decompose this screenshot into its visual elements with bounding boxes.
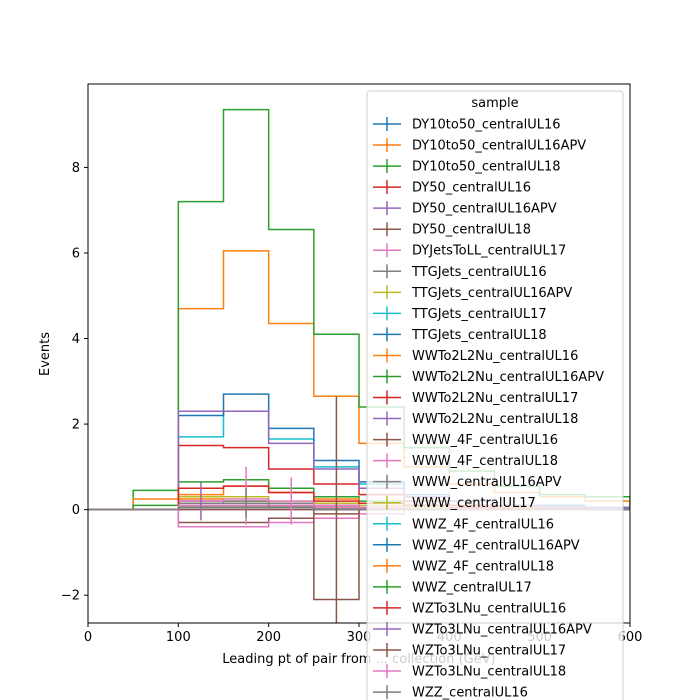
y-tick-label: 6 xyxy=(72,246,80,261)
legend-entry-label: DYJetsToLL_centralUL17 xyxy=(412,244,566,259)
x-tick-label: 600 xyxy=(618,630,643,645)
legend-entry-label: TTGJets_centralUL16 xyxy=(411,265,547,280)
y-tick-label: 4 xyxy=(72,332,80,347)
x-tick-label: 0 xyxy=(84,630,92,645)
y-tick-label: 2 xyxy=(72,418,80,433)
legend-entry-label: TTGJets_centralUL18 xyxy=(411,328,547,343)
x-tick-label: 300 xyxy=(347,630,372,645)
legend-entry-label: WZTo3LNu_centralUL18 xyxy=(412,665,566,680)
legend-entry-label: WZTo3LNu_centralUL17 xyxy=(412,644,566,659)
legend-entry-label: WZZ_centralUL16 xyxy=(412,686,528,700)
legend-entry-label: TTGJets_centralUL16APV xyxy=(411,286,572,301)
legend-entry-label: WWW_centralUL16APV xyxy=(412,475,561,490)
legend-entry-label: WWZ_4F_centralUL16 xyxy=(412,517,554,532)
legend-entry-label: WZTo3LNu_centralUL16APV xyxy=(412,622,592,637)
legend-entry-label: DY50_centralUL16APV xyxy=(412,202,557,217)
y-tick-label: −2 xyxy=(61,589,80,604)
y-tick-label: 8 xyxy=(72,161,80,176)
legend-entry-label: WWTo2L2Nu_centralUL18 xyxy=(412,412,578,427)
legend-entry-label: TTGJets_centralUL17 xyxy=(411,307,547,322)
legend-entry-label: WWZ_centralUL17 xyxy=(412,580,532,595)
y-axis-ticks: −2 0 2 4 6 8 xyxy=(61,161,88,604)
x-tick-label: 200 xyxy=(256,630,281,645)
legend-entry-label: WWTo2L2Nu_centralUL16APV xyxy=(412,370,604,385)
legend-entry-label: WWTo2L2Nu_centralUL16 xyxy=(412,349,578,364)
legend: sample DY10to50_centralUL16DY10to50_cent… xyxy=(366,90,624,700)
x-tick-label: 100 xyxy=(166,630,191,645)
legend-entry-label: DY10to50_centralUL16APV xyxy=(412,139,586,154)
legend-entry-label: DY50_centralUL18 xyxy=(412,223,531,238)
legend-entry-label: DY10to50_centralUL18 xyxy=(412,160,561,175)
y-tick-label: 0 xyxy=(72,503,80,518)
legend-entry-label: DY50_centralUL16 xyxy=(412,181,531,196)
legend-entry-label: WWTo2L2Nu_centralUL17 xyxy=(412,391,578,406)
legend-entry-label: WWZ_4F_centralUL18 xyxy=(412,559,554,574)
legend-title: sample xyxy=(471,96,518,111)
legend-entry-label: WWW_4F_centralUL16 xyxy=(412,433,558,448)
legend-entries: DY10to50_centralUL16 DY10to50_centralUL16… xyxy=(373,117,604,700)
legend-entry-label: DY10to50_centralUL16 xyxy=(412,118,561,133)
legend-box xyxy=(366,90,624,700)
legend-entry-label: WWZ_4F_centralUL16APV xyxy=(412,538,580,553)
y-axis-label: Events xyxy=(38,332,53,376)
legend-entry-label: WZTo3LNu_centralUL16 xyxy=(412,601,566,616)
legend-entry-label: WWW_centralUL17 xyxy=(412,496,536,511)
legend-entry-label: WWW_4F_centralUL18 xyxy=(412,454,558,469)
